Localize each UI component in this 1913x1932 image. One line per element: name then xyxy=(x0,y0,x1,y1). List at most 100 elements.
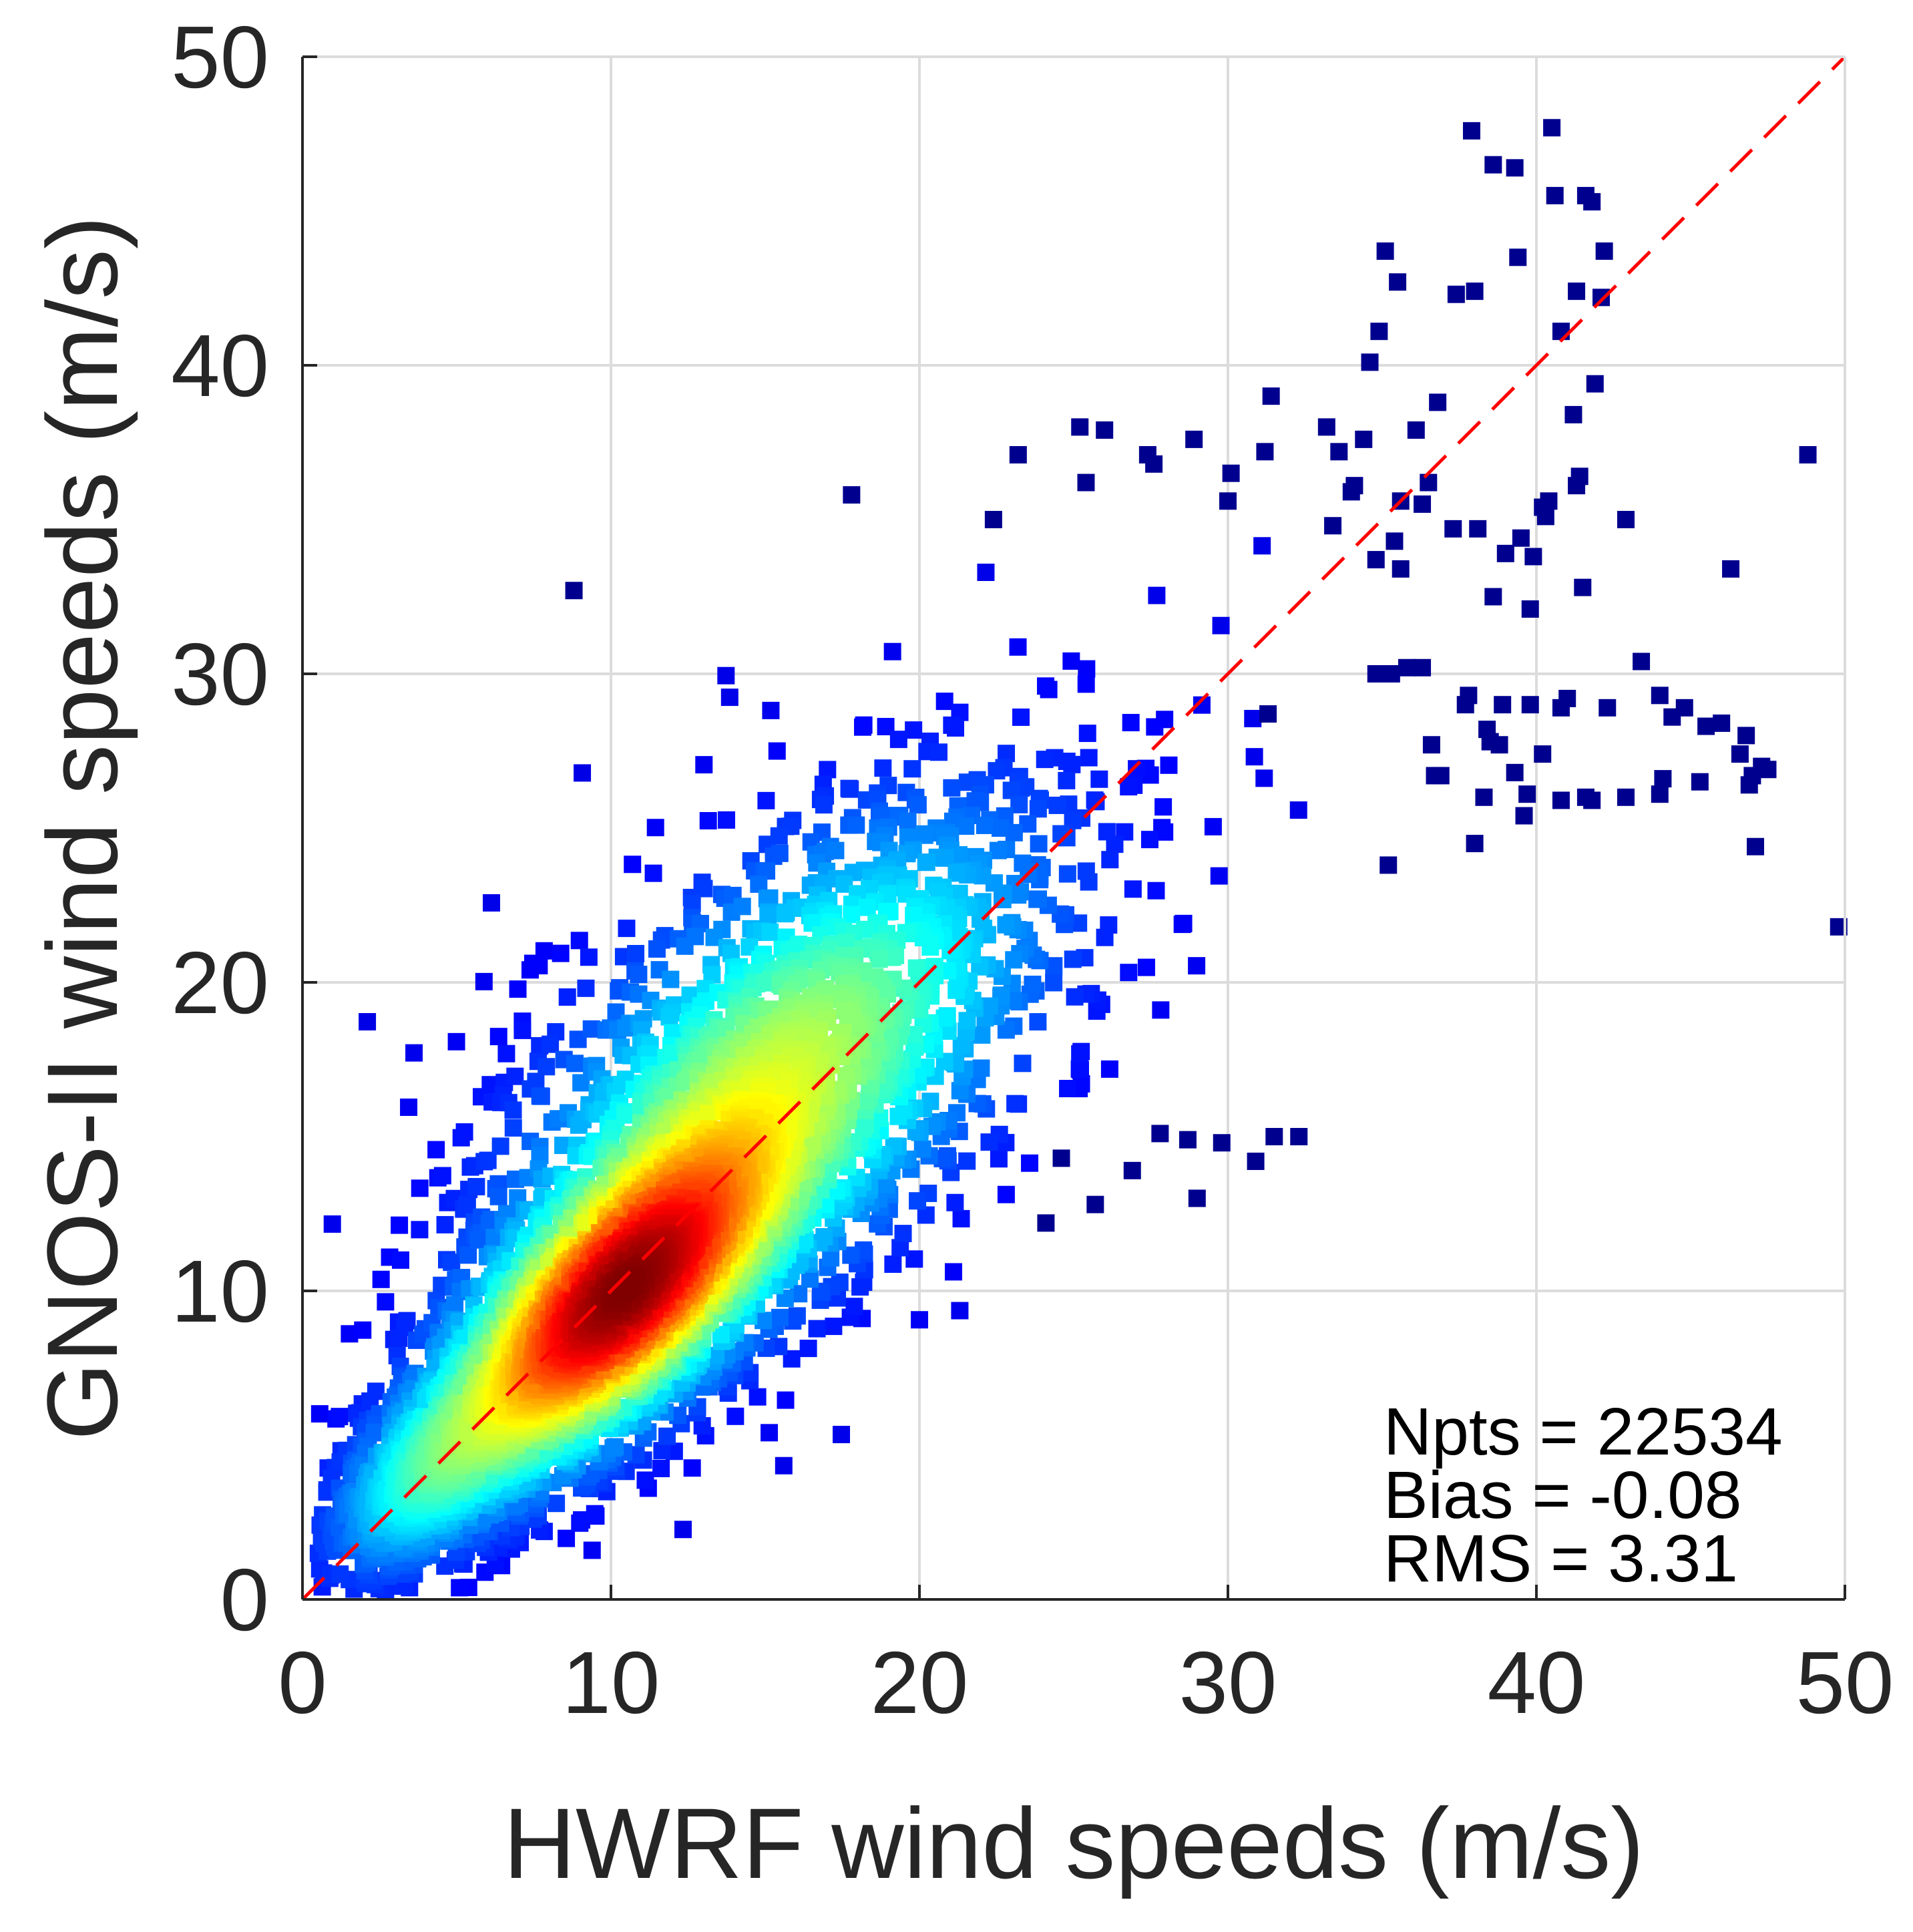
cloud-point xyxy=(815,796,833,813)
cloud-point xyxy=(930,743,947,761)
cloud-point xyxy=(905,907,922,924)
cloud-point xyxy=(627,945,644,962)
cloud-point xyxy=(674,1521,692,1538)
cloud-point xyxy=(645,865,662,882)
cloud-point xyxy=(769,743,786,760)
cloud-point xyxy=(533,1088,550,1105)
cloud-point xyxy=(636,1471,654,1489)
cloud-point xyxy=(1213,617,1230,634)
cloud-point xyxy=(905,721,922,739)
cloud-point xyxy=(1029,1013,1046,1030)
cloud-point xyxy=(951,1302,968,1320)
cloud-point xyxy=(895,1225,912,1242)
cloud-point xyxy=(1174,916,1191,933)
cloud-point xyxy=(825,1318,842,1335)
cloud-point xyxy=(1066,988,1084,1006)
cloud-point xyxy=(911,1311,928,1328)
cloud-point xyxy=(976,817,994,834)
cloud-point xyxy=(492,1137,509,1155)
cloud-point xyxy=(695,756,712,773)
cloud-point xyxy=(992,819,1009,837)
cloud-point xyxy=(871,950,888,968)
cloud-point xyxy=(990,1150,1008,1167)
cloud-point xyxy=(1290,801,1307,819)
cloud-point xyxy=(1124,880,1142,898)
cloud-point xyxy=(1049,797,1066,814)
cloud-point xyxy=(1021,1155,1038,1172)
cloud-point xyxy=(700,812,717,829)
cloud-point xyxy=(718,811,735,829)
cloud-point xyxy=(411,1179,429,1197)
cloud-point xyxy=(359,1013,376,1030)
cloud-point xyxy=(538,1058,555,1075)
cloud-point xyxy=(467,1178,485,1195)
cloud-point xyxy=(839,1006,857,1024)
cloud-point xyxy=(373,1271,390,1288)
cloud-point xyxy=(662,971,679,988)
cloud-point xyxy=(903,760,921,777)
cloud-point xyxy=(604,1439,622,1457)
cloud-point xyxy=(899,813,917,830)
cloud-point xyxy=(647,819,664,836)
cloud-point xyxy=(571,932,588,949)
cloud-point xyxy=(1147,882,1164,900)
cloud-point xyxy=(884,1255,901,1273)
cloud-point xyxy=(331,1565,349,1583)
cloud-point xyxy=(1146,718,1163,735)
cloud-point xyxy=(684,1459,701,1477)
cloud-point xyxy=(957,817,974,835)
cloud-point xyxy=(1211,867,1228,885)
cloud-point xyxy=(953,1210,970,1227)
cloud-point xyxy=(847,817,865,834)
cloud-point xyxy=(1064,950,1082,968)
cloud-point xyxy=(1030,835,1048,853)
cloud-point xyxy=(573,1511,590,1529)
cloud-point xyxy=(451,1579,468,1596)
cloud-point xyxy=(909,796,927,813)
cloud-point xyxy=(1040,681,1058,699)
cloud-point xyxy=(1255,769,1273,787)
cloud-point xyxy=(1090,771,1108,788)
cloud-point xyxy=(1014,855,1031,872)
cloud-point xyxy=(761,1424,778,1441)
cloud-point xyxy=(1005,951,1022,968)
cloud-point xyxy=(757,792,775,809)
cloud-point xyxy=(497,1045,515,1062)
cloud-point xyxy=(1059,865,1076,883)
cloud-point xyxy=(584,1541,601,1559)
cloud-point xyxy=(1010,638,1027,656)
cloud-point xyxy=(405,1044,423,1062)
cloud-point xyxy=(437,1216,454,1233)
cloud-point xyxy=(530,957,548,974)
cloud-point xyxy=(542,1036,559,1053)
cloud-point xyxy=(734,898,751,915)
cloud-point xyxy=(936,693,953,710)
cloud-point xyxy=(580,948,598,966)
cloud-point xyxy=(1205,818,1222,835)
cloud-point xyxy=(548,1495,565,1512)
cloud-point xyxy=(624,855,641,873)
cloud-point xyxy=(1160,757,1177,774)
cloud-point xyxy=(1101,851,1118,868)
cloud-point xyxy=(392,1251,409,1269)
cloud-point xyxy=(1045,974,1062,991)
cloud-point xyxy=(1188,957,1205,974)
cloud-point xyxy=(566,1054,584,1072)
cloud-point xyxy=(762,702,779,719)
cloud-point xyxy=(1096,929,1114,946)
cloud-point xyxy=(1058,772,1075,789)
cloud-point xyxy=(789,1307,806,1324)
cloud-point xyxy=(1128,760,1145,777)
cloud-point xyxy=(1098,823,1116,840)
cloud-point xyxy=(958,1153,976,1170)
cloud-point xyxy=(311,1405,329,1422)
cloud-point xyxy=(505,1101,522,1119)
cloud-point xyxy=(630,966,647,983)
cloud-point xyxy=(1122,714,1140,731)
cloud-point xyxy=(1152,1001,1169,1018)
cloud-point xyxy=(1024,976,1041,993)
cloud-point xyxy=(943,779,960,797)
cloud-point xyxy=(1006,1095,1024,1113)
cloud-point xyxy=(809,1320,826,1338)
